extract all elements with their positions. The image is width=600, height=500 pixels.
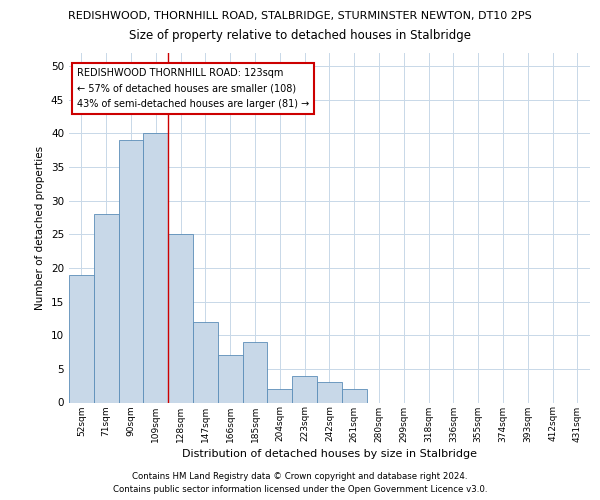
Bar <box>342 389 367 402</box>
Bar <box>317 382 342 402</box>
Text: Size of property relative to detached houses in Stalbridge: Size of property relative to detached ho… <box>129 28 471 42</box>
Text: REDISHWOOD THORNHILL ROAD: 123sqm
← 57% of detached houses are smaller (108)
43%: REDISHWOOD THORNHILL ROAD: 123sqm ← 57% … <box>77 68 309 110</box>
Bar <box>69 274 94 402</box>
X-axis label: Distribution of detached houses by size in Stalbridge: Distribution of detached houses by size … <box>182 448 477 458</box>
Bar <box>193 322 218 402</box>
Bar <box>292 376 317 402</box>
Bar <box>119 140 143 402</box>
Text: Contains public sector information licensed under the Open Government Licence v3: Contains public sector information licen… <box>113 485 487 494</box>
Bar <box>94 214 119 402</box>
Y-axis label: Number of detached properties: Number of detached properties <box>35 146 46 310</box>
Bar <box>242 342 268 402</box>
Bar <box>218 356 242 403</box>
Text: REDISHWOOD, THORNHILL ROAD, STALBRIDGE, STURMINSTER NEWTON, DT10 2PS: REDISHWOOD, THORNHILL ROAD, STALBRIDGE, … <box>68 11 532 21</box>
Bar <box>168 234 193 402</box>
Text: Contains HM Land Registry data © Crown copyright and database right 2024.: Contains HM Land Registry data © Crown c… <box>132 472 468 481</box>
Bar <box>268 389 292 402</box>
Bar <box>143 134 168 402</box>
